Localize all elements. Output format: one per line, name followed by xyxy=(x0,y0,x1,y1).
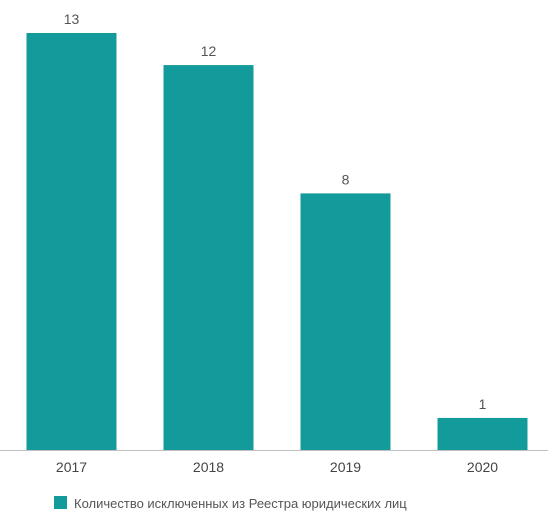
legend-swatch xyxy=(54,496,67,509)
x-tick-2018: 2018 xyxy=(193,459,224,475)
x-tick-2019: 2019 xyxy=(330,459,361,475)
data-label-2020: 1 xyxy=(479,396,487,412)
data-label-2017: 13 xyxy=(64,11,80,27)
data-label-2018: 12 xyxy=(201,43,217,59)
data-labels-group: 13 12 8 1 xyxy=(64,11,487,412)
bar-2020[interactable] xyxy=(437,417,528,450)
legend[interactable]: Количество исключенных из Реестра юридич… xyxy=(54,496,407,511)
x-tick-2017: 2017 xyxy=(56,459,87,475)
x-tick-2020: 2020 xyxy=(467,459,498,475)
legend-label: Количество исключенных из Реестра юридич… xyxy=(74,496,407,511)
bar-2017[interactable] xyxy=(26,33,117,450)
x-axis-ticks: 2017 2018 2019 2020 xyxy=(56,459,498,475)
bar-2018[interactable] xyxy=(163,65,254,451)
bar-2019[interactable] xyxy=(300,193,391,450)
bars-group xyxy=(26,33,528,451)
data-label-2019: 8 xyxy=(342,171,350,187)
